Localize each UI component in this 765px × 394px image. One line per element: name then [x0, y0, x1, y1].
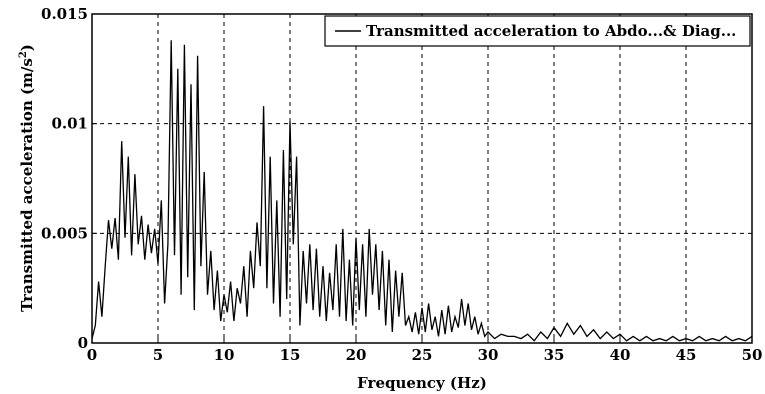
y-tick-label: 0.015 [41, 5, 88, 23]
y-axis-label-end: ) [18, 44, 36, 51]
grid-lines [92, 14, 752, 343]
x-tick-label: 30 [478, 346, 499, 364]
y-axis-label-main: Transmitted acceleration (m/s [18, 58, 36, 312]
series-line [91, 40, 753, 342]
legend-label: Transmitted acceleration to Abdo...& Dia… [366, 22, 736, 40]
x-tick-label: 35 [544, 346, 565, 364]
y-ticks: 0 0.005 0.01 0.015 [41, 5, 97, 352]
x-tick-label: 40 [610, 346, 631, 364]
x-tick-label: 20 [346, 346, 367, 364]
y-tick-label: 0.01 [51, 115, 88, 133]
x-tick-label: 15 [280, 346, 301, 364]
x-tick-label: 10 [214, 346, 235, 364]
x-tick-label: 45 [676, 346, 697, 364]
x-tick-label: 25 [412, 346, 433, 364]
y-tick-label: 0.005 [41, 224, 88, 242]
y-axis-label-superscript: 2 [18, 51, 29, 58]
x-tick-label: 0 [87, 346, 97, 364]
x-ticks: 0 5 10 15 20 25 30 35 40 45 50 [87, 338, 763, 364]
legend-box [324, 15, 751, 47]
y-tick-label: 0 [78, 334, 88, 352]
x-axis-label: Frequency (Hz) [357, 374, 487, 392]
x-tick-label: 5 [153, 346, 163, 364]
y-axis-label: Transmitted acceleration (m/s2) [18, 44, 36, 312]
x-tick-label: 50 [742, 346, 763, 364]
legend: Transmitted acceleration to Abdo...& Dia… [324, 15, 751, 47]
